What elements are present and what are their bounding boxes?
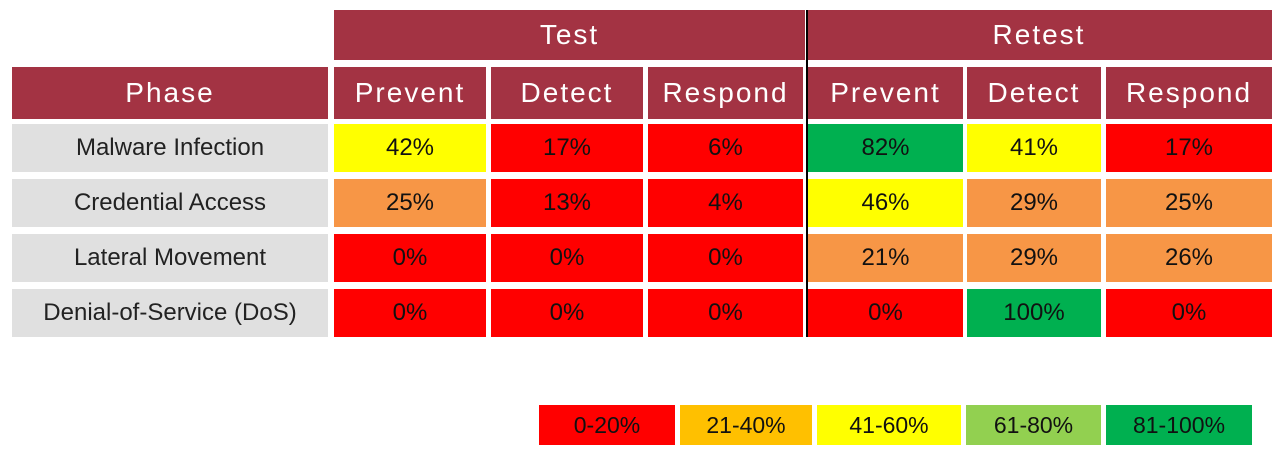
group-header-retest: Retest bbox=[806, 10, 1272, 60]
value-cell: 26% bbox=[1106, 234, 1272, 282]
column-header-detect-retest: Detect bbox=[967, 67, 1101, 119]
column-header-prevent-retest: Prevent bbox=[808, 67, 963, 119]
legend-item: 21-40% bbox=[680, 405, 812, 445]
group-divider bbox=[806, 10, 808, 337]
legend-item: 81-100% bbox=[1106, 405, 1252, 445]
value-cell: 6% bbox=[648, 124, 803, 172]
row-label: Lateral Movement bbox=[12, 234, 328, 282]
value-cell: 4% bbox=[648, 179, 803, 227]
row-label: Denial-of-Service (DoS) bbox=[12, 289, 328, 337]
value-cell: 42% bbox=[334, 124, 486, 172]
value-cell: 17% bbox=[491, 124, 643, 172]
value-cell: 29% bbox=[967, 179, 1101, 227]
phase-header: Phase bbox=[12, 67, 328, 119]
column-header-detect-test: Detect bbox=[491, 67, 643, 119]
column-header-prevent-test: Prevent bbox=[334, 67, 486, 119]
value-cell: 82% bbox=[808, 124, 963, 172]
legend-item: 41-60% bbox=[817, 405, 961, 445]
column-header-respond-retest: Respond bbox=[1106, 67, 1272, 119]
value-cell: 13% bbox=[491, 179, 643, 227]
value-cell: 29% bbox=[967, 234, 1101, 282]
row-label: Malware Infection bbox=[12, 124, 328, 172]
value-cell: 41% bbox=[967, 124, 1101, 172]
value-cell: 0% bbox=[1106, 289, 1272, 337]
row-label: Credential Access bbox=[12, 179, 328, 227]
value-cell: 0% bbox=[648, 234, 803, 282]
value-cell: 0% bbox=[491, 234, 643, 282]
value-cell: 0% bbox=[334, 234, 486, 282]
legend-item: 61-80% bbox=[966, 405, 1101, 445]
value-cell: 46% bbox=[808, 179, 963, 227]
value-cell: 0% bbox=[334, 289, 486, 337]
column-header-respond-test: Respond bbox=[648, 67, 803, 119]
value-cell: 25% bbox=[334, 179, 486, 227]
value-cell: 17% bbox=[1106, 124, 1272, 172]
group-header-test: Test bbox=[334, 10, 805, 60]
value-cell: 100% bbox=[967, 289, 1101, 337]
value-cell: 0% bbox=[491, 289, 643, 337]
value-cell: 25% bbox=[1106, 179, 1272, 227]
legend-item: 0-20% bbox=[539, 405, 675, 445]
value-cell: 0% bbox=[648, 289, 803, 337]
value-cell: 21% bbox=[808, 234, 963, 282]
value-cell: 0% bbox=[808, 289, 963, 337]
